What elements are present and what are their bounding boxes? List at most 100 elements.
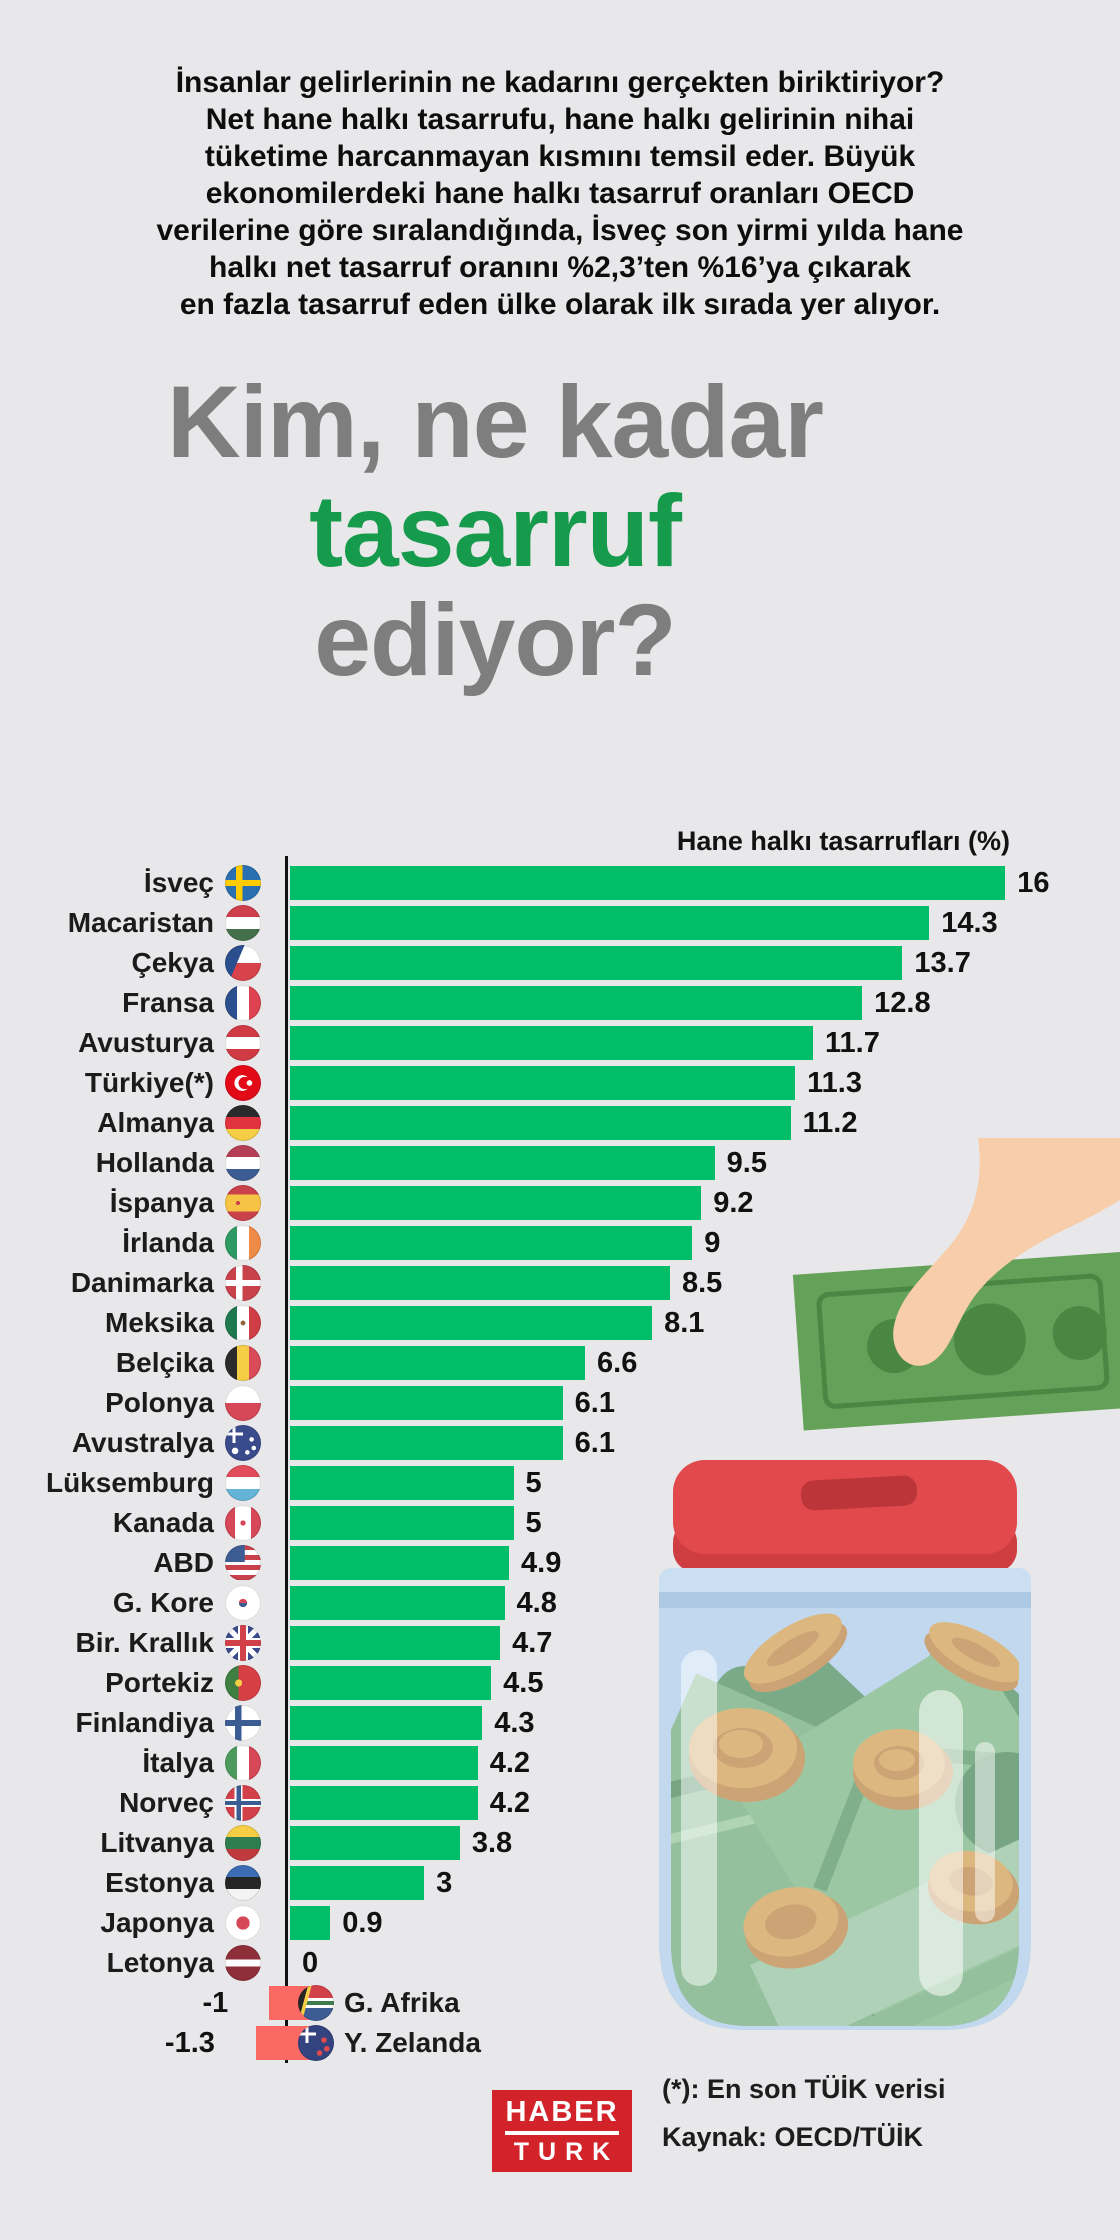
chart-row: Litvanya 3.8	[0, 1823, 1120, 1863]
bar-positive	[290, 1626, 501, 1660]
flag-spain-icon	[225, 1185, 261, 1221]
bar-value: 4.9	[521, 1546, 562, 1579]
page-title-line-1: Kim, ne kadar	[167, 365, 824, 479]
country-label: İtalya	[142, 1747, 214, 1778]
bar-value: 9.5	[726, 1146, 767, 1179]
bar-positive	[290, 1186, 702, 1220]
bar-value: 4.2	[489, 1786, 531, 1819]
footnote: (*): En son TÜİK verisi	[662, 2074, 946, 2104]
flag-estonia-icon	[225, 1865, 261, 1901]
chart-row: Macaristan 14.3	[0, 903, 1120, 943]
bar-positive	[290, 1466, 514, 1500]
bar-value: 13.7	[914, 946, 971, 979]
bar-positive	[290, 1426, 563, 1460]
country-label: Bir. Krallık	[75, 1627, 214, 1658]
flag-canada-icon	[225, 1505, 261, 1541]
country-label: Japonya	[100, 1907, 214, 1938]
chart-row: Letonya 0	[0, 1943, 1120, 1983]
chart-row: G. Kore 4.8	[0, 1583, 1120, 1623]
country-label: Estonya	[105, 1867, 214, 1898]
chart-axis-line	[285, 856, 288, 2063]
country-label: Kanada	[112, 1507, 214, 1538]
flag-new-zealand-icon	[298, 2025, 334, 2061]
bar-value: 11.2	[802, 1106, 858, 1139]
flag-uk-icon	[225, 1625, 261, 1661]
country-label: Türkiye(*)	[84, 1067, 214, 1098]
bar-positive	[290, 866, 1006, 900]
flag-south-africa-icon	[298, 1985, 334, 2021]
bar-value: 0.9	[342, 1906, 383, 1939]
country-label: Finlandiya	[75, 1707, 214, 1738]
bar-positive	[290, 1666, 492, 1700]
flag-south-korea-icon	[225, 1585, 261, 1621]
source-note: Kaynak: OECD/TÜİK	[662, 2122, 924, 2152]
country-label: Avusturya	[78, 1027, 214, 1058]
bar-positive	[290, 1786, 478, 1820]
bar-positive	[290, 1106, 791, 1140]
chart-row: İsveç 16	[0, 863, 1120, 903]
chart-row: -1 G. Afrika	[0, 1983, 1120, 2023]
country-label: Macaristan	[67, 907, 214, 938]
country-label: ABD	[153, 1547, 214, 1578]
bar-value: 4.2	[489, 1746, 531, 1779]
chart-row: İtalya 4.2	[0, 1743, 1120, 1783]
chart-row: Türkiye(*) 11.3	[0, 1063, 1120, 1103]
chart-row: Kanada 5	[0, 1503, 1120, 1543]
country-label: İrlanda	[122, 1227, 214, 1258]
bar-value: 6.1	[574, 1426, 615, 1459]
country-label: Polonya	[105, 1387, 214, 1418]
flag-poland-icon	[225, 1385, 261, 1421]
flag-sweden-icon	[225, 865, 261, 901]
bar-value: 11.3	[807, 1066, 862, 1099]
bar-positive	[290, 1506, 514, 1540]
bar-positive	[290, 1306, 653, 1340]
bar-value: 4.8	[516, 1586, 557, 1619]
chart-row: Lüksemburg 5	[0, 1463, 1120, 1503]
logo-text-turk: TURK	[513, 2137, 620, 2166]
flag-italy-icon	[225, 1745, 261, 1781]
country-label: Almanya	[97, 1107, 214, 1138]
flag-latvia-icon	[225, 1945, 261, 1981]
country-label: Litvanya	[100, 1827, 214, 1858]
bar-positive	[290, 1826, 460, 1860]
bar-positive	[290, 986, 863, 1020]
bar-value: 12.8	[874, 986, 931, 1019]
flag-portugal-icon	[225, 1665, 261, 1701]
bar-value: 9	[704, 1226, 721, 1259]
bar-value: 11.7	[824, 1026, 880, 1059]
chart-row: Hollanda 9.5	[0, 1143, 1120, 1183]
chart-row: Meksika 8.1	[0, 1303, 1120, 1343]
intro-paragraph: İnsanlar gelirlerinin ne kadarını gerçek…	[156, 66, 964, 321]
haberturk-logo: HABER TURK	[492, 2090, 632, 2172]
country-label: Norveç	[119, 1787, 214, 1818]
country-label: Avustralya	[71, 1427, 214, 1458]
chart-row: ABD 4.9	[0, 1543, 1120, 1583]
chart-row: Belçika 6.6	[0, 1343, 1120, 1383]
jar-slot	[800, 1475, 918, 1511]
country-label: Belçika	[115, 1347, 214, 1378]
bar-positive	[290, 906, 930, 940]
country-label: Y. Zelanda	[344, 2027, 481, 2058]
flag-belgium-icon	[225, 1345, 261, 1381]
flag-mexico-icon	[225, 1305, 261, 1341]
bar-positive	[290, 1346, 586, 1380]
bar-value: 4.5	[503, 1666, 544, 1699]
chart-row: İspanya 9.2	[0, 1183, 1120, 1223]
country-label: Danimarka	[70, 1267, 214, 1298]
flag-japan-icon	[225, 1905, 261, 1941]
chart-row: Avustralya 6.1	[0, 1423, 1120, 1463]
bar-value: 5	[525, 1466, 542, 1499]
flag-austria-icon	[225, 1025, 261, 1061]
chart-row: Fransa 12.8	[0, 983, 1120, 1023]
flag-usa-icon	[225, 1545, 261, 1581]
chart-row: Almanya 11.2	[0, 1103, 1120, 1143]
country-label: Portekiz	[105, 1667, 214, 1698]
bar-value: 8.5	[681, 1266, 723, 1299]
chart-title: Hane halkı tasarrufları (%)	[676, 826, 1010, 856]
flag-norway-icon	[225, 1785, 261, 1821]
bar-value: 6.1	[574, 1386, 615, 1419]
chart-row: Çekya 13.7	[0, 943, 1120, 983]
country-label: Letonya	[106, 1947, 214, 1978]
flag-netherlands-icon	[225, 1145, 261, 1181]
